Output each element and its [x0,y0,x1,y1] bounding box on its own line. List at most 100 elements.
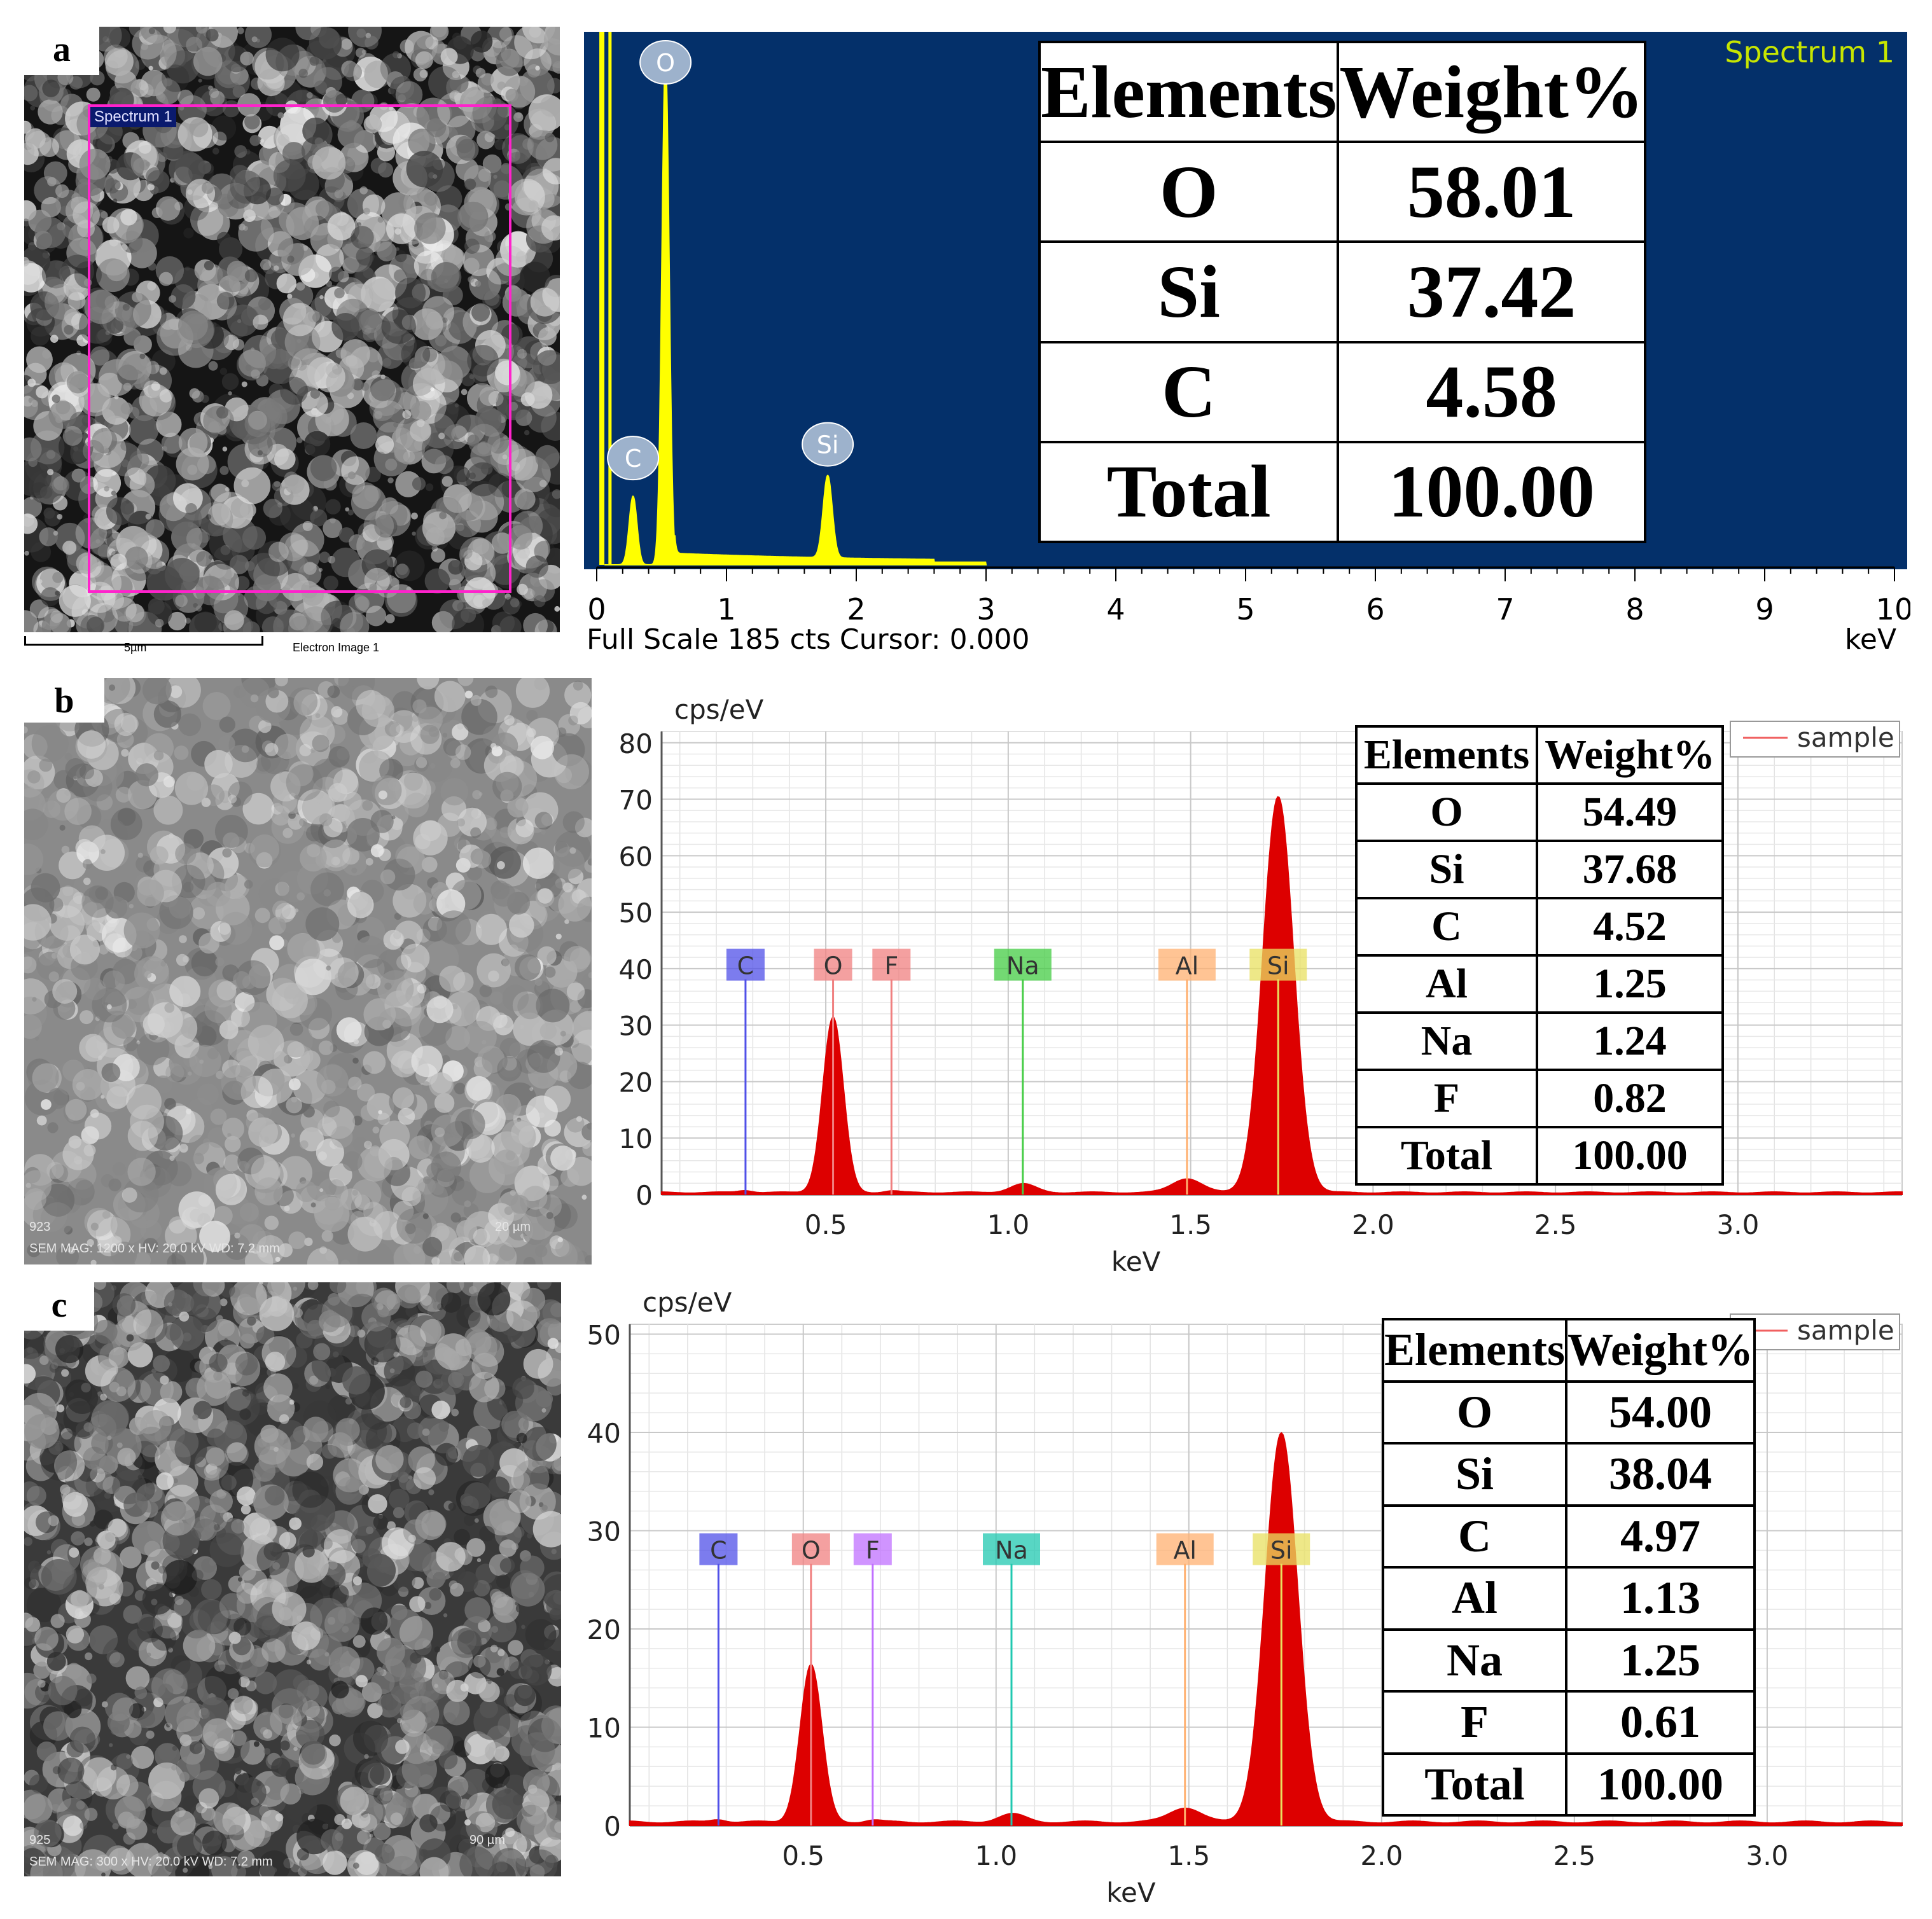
element-cell: Si [1038,240,1340,343]
x-tick-label: 2.0 [1360,1840,1403,1871]
y-tick-label: 50 [587,1319,621,1350]
sem-a-scalebar [24,636,263,646]
sem-b-info: SEM MAG: 1200 x HV: 20.0 kV WD: 7.2 mm [29,1242,280,1256]
y-tick-label: 40 [619,954,653,985]
x-tick-label: 0.5 [805,1209,847,1240]
sem-a-image-label: Electron Image 1 [293,641,380,654]
element-marker-F: F [866,1537,880,1565]
weight-table-b: Elements Weight% O 54.49 Si 37.68 C 4.52 Al 1.25 N… [1354,725,1724,1186]
y-tick-label: 0 [604,1811,621,1842]
spectrum-a-footer-right: keV [1845,623,1897,656]
table-row: O 54.49 [1354,782,1724,842]
peak-label-bubble [639,40,692,85]
table-row: Al 1.13 [1382,1566,1756,1631]
roi-label: Spectrum 1 [90,107,176,127]
spectrum-a-title: Spectrum 1 [1725,35,1894,69]
table-row: C 4.58 [1038,340,1646,443]
weight-cell: 4.58 [1337,340,1646,443]
x-tick-label: 1.5 [1169,1209,1212,1240]
sem-b-scale-text: 20 µm [495,1220,531,1234]
x-tick-label: 5 [1236,592,1254,627]
y-tick-label: 20 [587,1614,621,1645]
weight-cell: 4.52 [1536,897,1724,957]
element-cell: Na [1354,1011,1539,1071]
element-marker-C: C [737,952,754,980]
weight-cell: 58.01 [1337,141,1646,244]
table-header-weight: Weight% [1337,40,1646,144]
table-row: Si 38.04 [1382,1442,1756,1507]
x-tick-label: 2.0 [1352,1209,1394,1240]
element-marker-box-F [853,1533,892,1565]
element-cell: O [1038,141,1340,244]
element-marker-box-Si [1249,948,1307,981]
weight-cell: 54.49 [1536,782,1724,842]
x-tick-label: 2.5 [1553,1840,1595,1871]
element-cell: O [1382,1380,1567,1444]
element-marker-Na: Na [1006,952,1039,980]
table-header-elements: Elements [1382,1318,1567,1383]
legend-label: sample [1797,722,1894,753]
element-cell: O [1354,782,1539,842]
weight-cell: 38.04 [1564,1442,1756,1507]
y-tick-label: 30 [587,1516,621,1547]
spectrum-trace [661,796,1903,1195]
spectrum-a-footer-left: Full Scale 185 cts Cursor: 0.000 [587,623,1030,656]
peak-label-bubble [607,436,660,481]
y-tick-label: 0 [636,1180,653,1211]
x-tick-label: 4 [1106,592,1125,627]
table-header-weight: Weight% [1536,725,1724,785]
element-marker-O: O [824,952,843,980]
x-tick-label: 3 [976,592,995,627]
element-marker-F: F [884,952,898,980]
panel-letter-b: b [24,678,104,723]
peak-label-C: C [625,445,642,473]
y-tick-label: 70 [619,785,653,816]
panel-letter-c: c [24,1282,94,1331]
weight-table-a: Elements Weight% O 58.01 Si 37.42 C 4.58 Total 10… [1038,40,1646,544]
sem-texture-c [24,1282,561,1876]
element-marker-box-Al [1156,1533,1214,1565]
weight-cell: 37.42 [1337,240,1646,343]
table-row: F 0.61 [1382,1690,1756,1755]
spectrum-trace [629,1432,1903,1826]
y-axis-title: cps/eV [674,694,764,725]
element-marker-O: O [802,1537,821,1565]
weight-cell: 0.82 [1536,1069,1724,1128]
table-header-row: Elements Weight% [1382,1318,1756,1383]
sem-c-scale-text: 90 µm [469,1833,505,1847]
element-marker-Si: Si [1267,952,1289,980]
element-marker-box-C [726,948,765,981]
table-row: Na 1.24 [1354,1011,1724,1071]
roi-box [88,104,511,593]
x-tick-label: 1.0 [987,1209,1029,1240]
element-cell: Si [1382,1442,1567,1507]
table-row: Total 100.00 [1382,1752,1756,1817]
x-tick-label: 1.0 [975,1840,1017,1871]
table-header-elements: Elements [1354,725,1539,785]
peak-label-bubble [802,422,854,467]
element-marker-box-Na [994,948,1052,981]
element-marker-box-Si [1253,1533,1310,1565]
panel-letter-a: a [24,27,99,75]
weight-cell: 0.61 [1564,1690,1756,1755]
x-tick-label: 3.0 [1746,1840,1788,1871]
sem-a-scale-text: 5µm [124,641,147,654]
element-marker-Al: Al [1176,952,1199,980]
x-tick-label: 6 [1366,592,1384,627]
element-cell: Total [1382,1752,1567,1817]
y-tick-label: 40 [587,1418,621,1449]
x-tick-label: 1.5 [1167,1840,1210,1871]
element-marker-Si: Si [1270,1537,1293,1565]
sem-texture-b [24,678,592,1264]
y-tick-label: 60 [619,841,653,872]
legend-box [1730,721,1900,758]
x-tick-label: 1 [717,592,735,627]
x-axis-title: keV [1106,1877,1156,1908]
y-tick-label: 50 [619,897,653,929]
weight-cell: 1.13 [1564,1566,1756,1631]
legend-box [1730,1313,1900,1350]
sem-b-number: 923 [29,1220,51,1234]
y-tick-label: 10 [587,1712,621,1743]
weight-table-c: Elements Weight% O 54.00 Si 38.04 C 4.97 Al 1.13 N… [1382,1318,1756,1817]
weight-cell: 54.00 [1564,1380,1756,1444]
